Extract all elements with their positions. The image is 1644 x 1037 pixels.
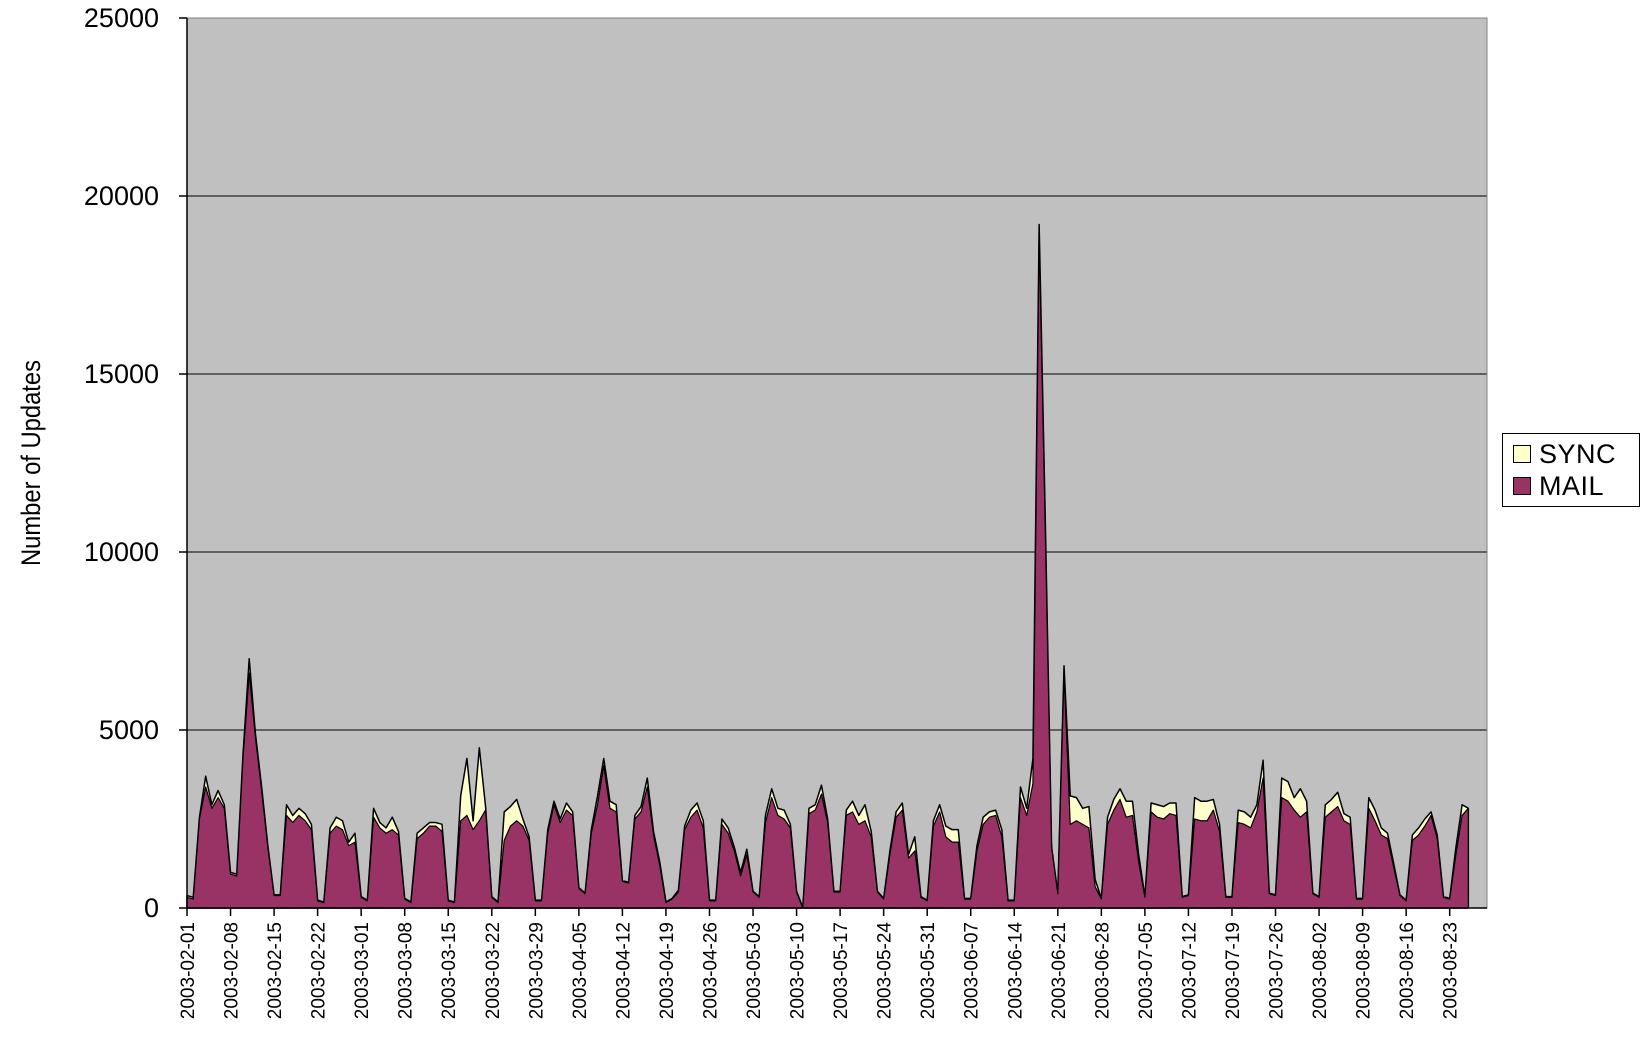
- x-tick-label: 2003-08-23: [1441, 922, 1462, 1019]
- area-mail: [186, 234, 1469, 909]
- x-tick-label: 2003-04-05: [570, 922, 591, 1019]
- x-tick-label: 2003-07-26: [1267, 922, 1288, 1019]
- legend: SYNC MAIL: [1502, 433, 1640, 507]
- x-tick-label: 2003-04-26: [700, 922, 721, 1019]
- area-series-group: [186, 223, 1470, 909]
- x-tick-label: 2003-05-24: [875, 922, 896, 1020]
- x-tick-label: 2003-05-10: [788, 922, 809, 1019]
- x-tick-label: 2003-07-12: [1179, 922, 1200, 1019]
- x-tick-label: 2003-03-01: [352, 922, 373, 1019]
- x-tick-label: 2003-04-12: [613, 922, 634, 1019]
- x-tick-label: 2003-06-07: [962, 922, 983, 1019]
- x-tick-label: 2003-03-22: [483, 922, 504, 1019]
- x-tick-label: 2003-03-08: [396, 922, 417, 1019]
- x-tick-label: 2003-02-08: [222, 922, 243, 1019]
- x-tick-label: 2003-05-17: [831, 922, 852, 1019]
- x-tick-label: 2003-03-15: [439, 922, 460, 1019]
- x-tick-label: 2003-06-28: [1092, 922, 1113, 1019]
- y-tick-label: 0: [144, 893, 159, 923]
- legend-label-sync: SYNC: [1539, 438, 1617, 469]
- x-tick-label: 2003-08-16: [1397, 922, 1418, 1019]
- x-tick-label: 2003-02-01: [178, 922, 199, 1019]
- x-tick-label: 2003-06-21: [1049, 922, 1070, 1019]
- x-axis-ticks: 2003-02-01 2003-02-08 2003-02-15 2003-02-22…: [178, 908, 1462, 1019]
- legend-item-sync: SYNC: [1513, 438, 1617, 469]
- y-axis-ticks: 0 5000 10000 15000 20000 25000: [84, 3, 187, 923]
- x-tick-label: 2003-08-09: [1354, 922, 1375, 1019]
- x-tick-label: 2003-04-19: [657, 922, 678, 1019]
- x-tick-label: 2003-02-22: [309, 922, 330, 1019]
- legend-swatch-mail: [1513, 477, 1531, 495]
- x-tick-label: 2003-07-05: [1136, 922, 1157, 1019]
- y-tick-label: 10000: [84, 537, 159, 567]
- y-tick-label: 5000: [99, 715, 159, 745]
- x-tick-label: 2003-05-03: [744, 922, 765, 1019]
- x-tick-label: 2003-03-29: [526, 922, 547, 1019]
- legend-swatch-sync: [1513, 445, 1531, 463]
- y-axis-label: Number of Updates: [17, 360, 47, 566]
- x-tick-label: 2003-02-15: [265, 922, 286, 1019]
- x-tick-label: 2003-05-31: [918, 922, 939, 1019]
- x-tick-label: 2003-06-14: [1005, 922, 1026, 1020]
- legend-item-mail: MAIL: [1513, 470, 1605, 501]
- y-tick-label: 15000: [84, 359, 159, 389]
- plot-area-background: [187, 18, 1487, 908]
- x-tick-label: 2003-08-02: [1310, 922, 1331, 1019]
- legend-label-mail: MAIL: [1539, 470, 1605, 501]
- y-tick-label: 25000: [84, 3, 159, 33]
- y-tick-label: 20000: [84, 181, 159, 211]
- x-tick-label: 2003-07-19: [1223, 922, 1244, 1019]
